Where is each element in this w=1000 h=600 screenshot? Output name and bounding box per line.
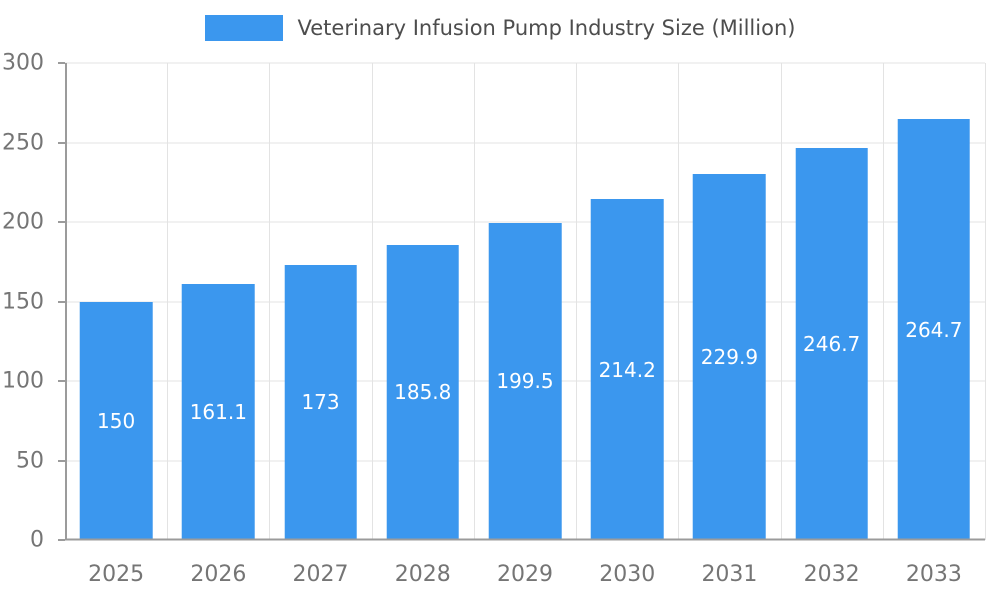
y-tick-label: 100 <box>2 368 44 394</box>
y-tick-mark <box>58 221 65 224</box>
y-axis-line <box>65 63 67 540</box>
y-tick-label: 50 <box>16 448 44 474</box>
x-tick-label: 2033 <box>905 562 962 587</box>
legend: Veterinary Infusion Pump Industry Size (… <box>0 15 1000 41</box>
x-tick-label: 2025 <box>88 562 145 587</box>
bar-value-label: 161.1 <box>189 399 247 424</box>
y-tick-label: 0 <box>30 527 44 553</box>
gridline-vertical <box>576 63 578 540</box>
y-tick-mark <box>58 539 65 541</box>
gridline-vertical <box>473 63 475 540</box>
y-tick-mark <box>58 141 65 144</box>
bar-value-label: 264.7 <box>905 317 963 342</box>
y-tick-label: 250 <box>2 130 44 155</box>
bar-2033: 264.7 <box>897 119 971 540</box>
bar-value-label: 214.2 <box>598 357 656 382</box>
y-tick-label: 300 <box>2 50 44 76</box>
x-tick-label: 2031 <box>701 562 758 587</box>
x-tick-label: 2030 <box>599 562 656 587</box>
bar-2032: 246.7 <box>795 147 868 540</box>
gridline-vertical <box>371 63 373 540</box>
x-tick-label: 2026 <box>190 562 247 587</box>
legend-swatch <box>204 15 283 41</box>
x-tick-label: 2028 <box>394 562 451 587</box>
y-tick-mark <box>58 380 65 383</box>
bar-2025: 150 <box>79 301 153 540</box>
chart-title: Veterinary Infusion Pump Industry Size (… <box>297 16 796 40</box>
bar-2027: 173 <box>284 264 357 540</box>
gridline-vertical <box>985 63 986 540</box>
bar-value-label: 229.9 <box>700 345 759 370</box>
bar-2029: 199.5 <box>488 222 562 540</box>
gridline-vertical <box>882 63 884 540</box>
bar-value-label: 246.7 <box>803 331 861 356</box>
gridline-horizontal <box>65 221 985 223</box>
x-tick-label: 2027 <box>292 562 349 587</box>
bar-2030: 214.2 <box>590 199 664 540</box>
gridline-horizontal <box>65 62 985 64</box>
y-tick-label: 200 <box>2 209 44 235</box>
bar-value-label: 173 <box>301 390 340 415</box>
gridline-vertical <box>269 63 271 540</box>
bar-2031: 229.9 <box>693 174 766 540</box>
bar-2026: 161.1 <box>182 283 255 540</box>
gridline-vertical <box>780 63 782 540</box>
gridline-horizontal <box>65 142 985 143</box>
bar-2028: 185.8 <box>386 244 460 540</box>
plot-area: 0 50 100 150 200 250 300 150 2025 161.1 2026 173 202… <box>2 51 986 587</box>
x-tick-label: 2032 <box>803 562 860 587</box>
bar-value-label: 185.8 <box>394 380 452 405</box>
bar-value-label: 199.5 <box>496 369 554 394</box>
y-tick-mark <box>58 459 65 462</box>
gridline-vertical <box>167 63 169 540</box>
x-tick-label: 2029 <box>497 562 553 587</box>
x-axis-line <box>65 538 985 541</box>
y-tick-mark <box>58 62 65 64</box>
y-tick-label: 150 <box>2 289 44 314</box>
y-tick-mark <box>58 300 65 303</box>
gridline-vertical <box>678 63 680 540</box>
bar-value-label: 150 <box>97 408 136 433</box>
